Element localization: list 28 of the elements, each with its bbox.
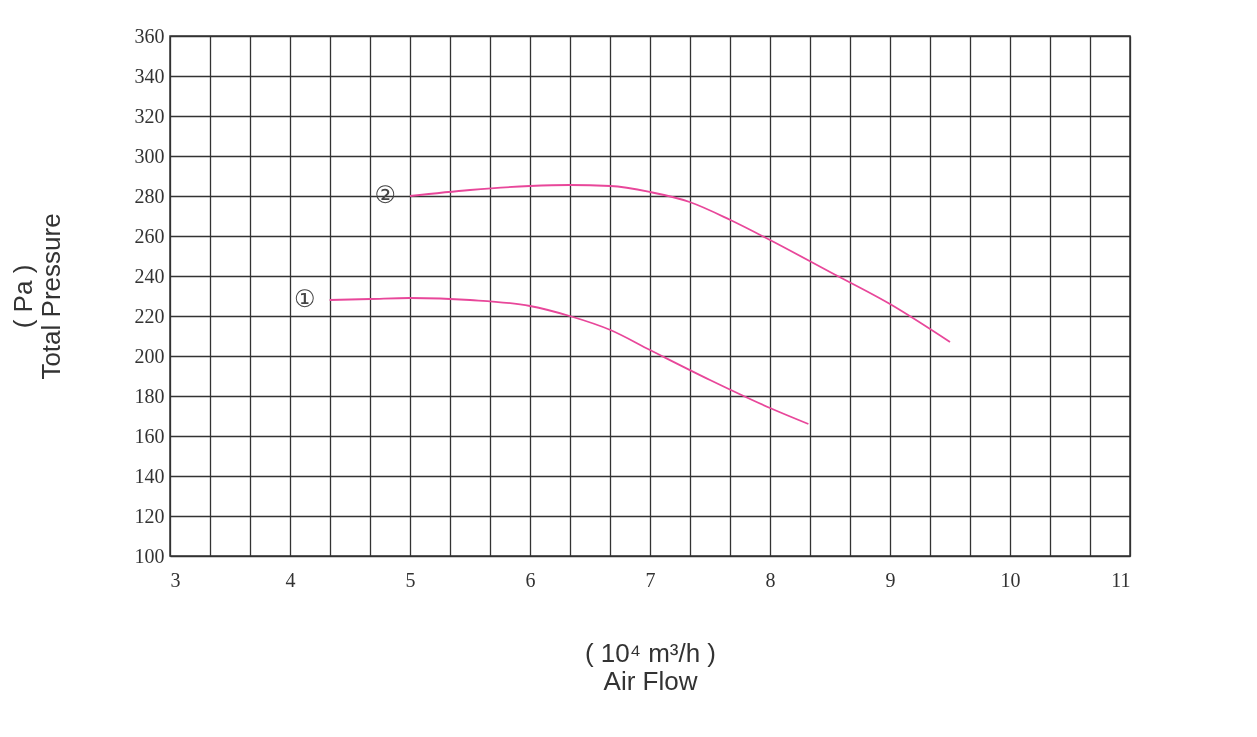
y-tick-label: 340	[134, 64, 165, 87]
y-tick-label: 220	[134, 304, 165, 327]
y-tick-label: 240	[134, 264, 165, 287]
line-series	[328, 297, 810, 425]
y-tick-label: 280	[134, 184, 165, 207]
y-tick-label: 140	[134, 464, 165, 487]
y-tick-label: 100	[134, 544, 165, 567]
x-tick-label: 4	[285, 568, 296, 591]
x-tick-label: 11	[1111, 568, 1131, 591]
series-label: ①	[294, 285, 316, 313]
y-tick-label: 160	[134, 424, 165, 447]
y-tick-label: 360	[134, 24, 165, 47]
y-tick-label: 260	[134, 224, 165, 247]
y-tick-label: 300	[134, 144, 165, 167]
x-tick-label: 5	[405, 568, 416, 591]
x-tick-label: 10	[1000, 568, 1021, 591]
y-tick-label: 120	[134, 504, 165, 527]
x-axis-title: ( 10⁴ m³/h ) Air Flow	[584, 637, 717, 696]
x-tick-label: 8	[765, 568, 776, 591]
y-axis-title: ( Pa ) Total Pressure	[7, 213, 66, 380]
line-series	[409, 184, 951, 343]
y-tick-label: 180	[134, 384, 165, 407]
x-tick-label: 6	[525, 568, 536, 591]
y-tick-label: 320	[134, 104, 165, 127]
y-tick-label: 200	[134, 344, 165, 367]
x-tick-label: 9	[885, 568, 896, 591]
x-tick-label: 3	[170, 568, 181, 591]
x-tick-label: 7	[645, 568, 656, 591]
